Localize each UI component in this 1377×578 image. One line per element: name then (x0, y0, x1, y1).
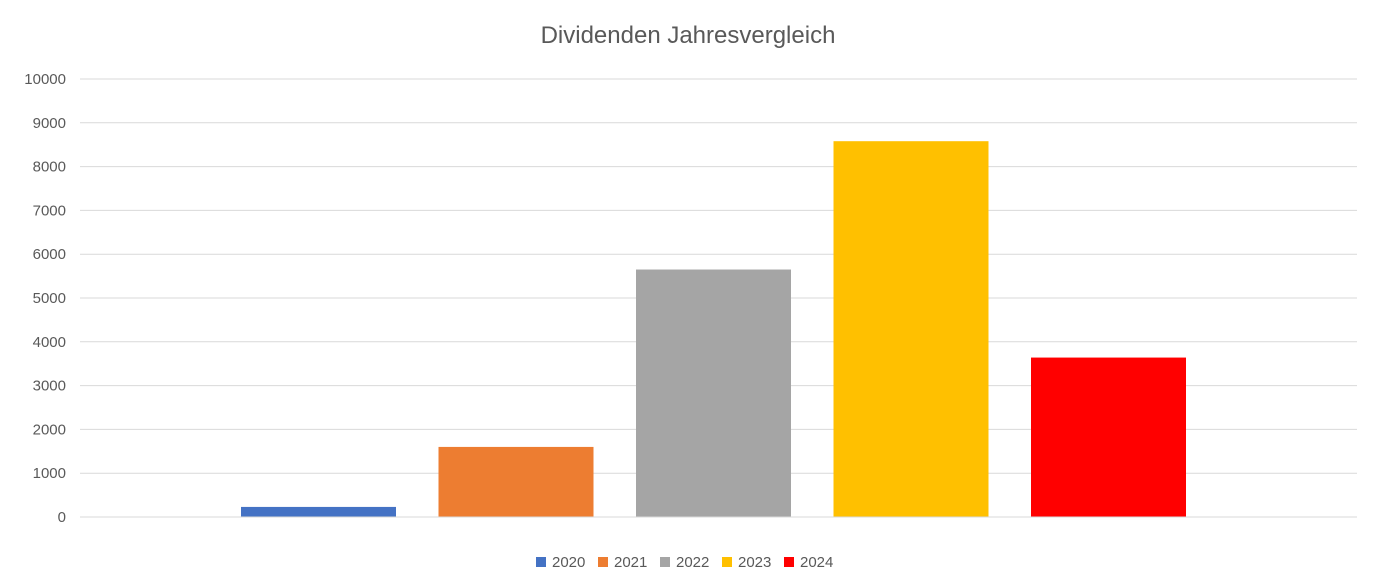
legend-label: 2024 (800, 554, 833, 571)
legend-label: 2022 (676, 554, 709, 571)
y-tick-label: 6000 (33, 246, 66, 263)
y-tick-label: 1000 (33, 465, 66, 482)
y-tick-label: 4000 (33, 334, 66, 351)
legend-item-2023: 2023 (722, 554, 771, 571)
legend-item-2021: 2021 (598, 554, 647, 571)
legend-item-2020: 2020 (536, 554, 585, 571)
legend-swatch (598, 557, 608, 567)
bar-2021 (438, 446, 594, 517)
legend-label: 2021 (614, 554, 647, 571)
legend-label: 2020 (552, 554, 585, 571)
legend-item-2022: 2022 (660, 554, 709, 571)
legend-swatch (536, 557, 546, 567)
y-tick-label: 2000 (33, 421, 66, 438)
y-tick-label: 8000 (33, 159, 66, 176)
legend-swatch (784, 557, 794, 567)
bar-2022 (636, 269, 791, 517)
y-tick-label: 9000 (33, 115, 66, 132)
y-axis-ticks: 0 1000 2000 3000 4000 5000 6000 7000 8000 9000 100… (24, 71, 66, 526)
bars (241, 141, 1186, 518)
legend-swatch (722, 557, 732, 567)
legend-label: 2023 (738, 554, 771, 571)
bar-2020 (241, 506, 396, 517)
y-tick-label: 10000 (24, 71, 66, 88)
bar-2024 (1031, 357, 1186, 517)
y-tick-label: 7000 (33, 202, 66, 219)
legend-swatch (660, 557, 670, 567)
y-tick-label: 3000 (33, 378, 66, 395)
y-tick-label: 5000 (33, 290, 66, 307)
bar-2023 (833, 141, 989, 518)
legend-item-2024: 2024 (784, 554, 833, 571)
legend: 2020 2021 2022 2023 2024 (536, 554, 833, 571)
y-tick-label: 0 (58, 509, 66, 526)
chart-title: Dividenden Jahresvergleich (541, 22, 836, 49)
